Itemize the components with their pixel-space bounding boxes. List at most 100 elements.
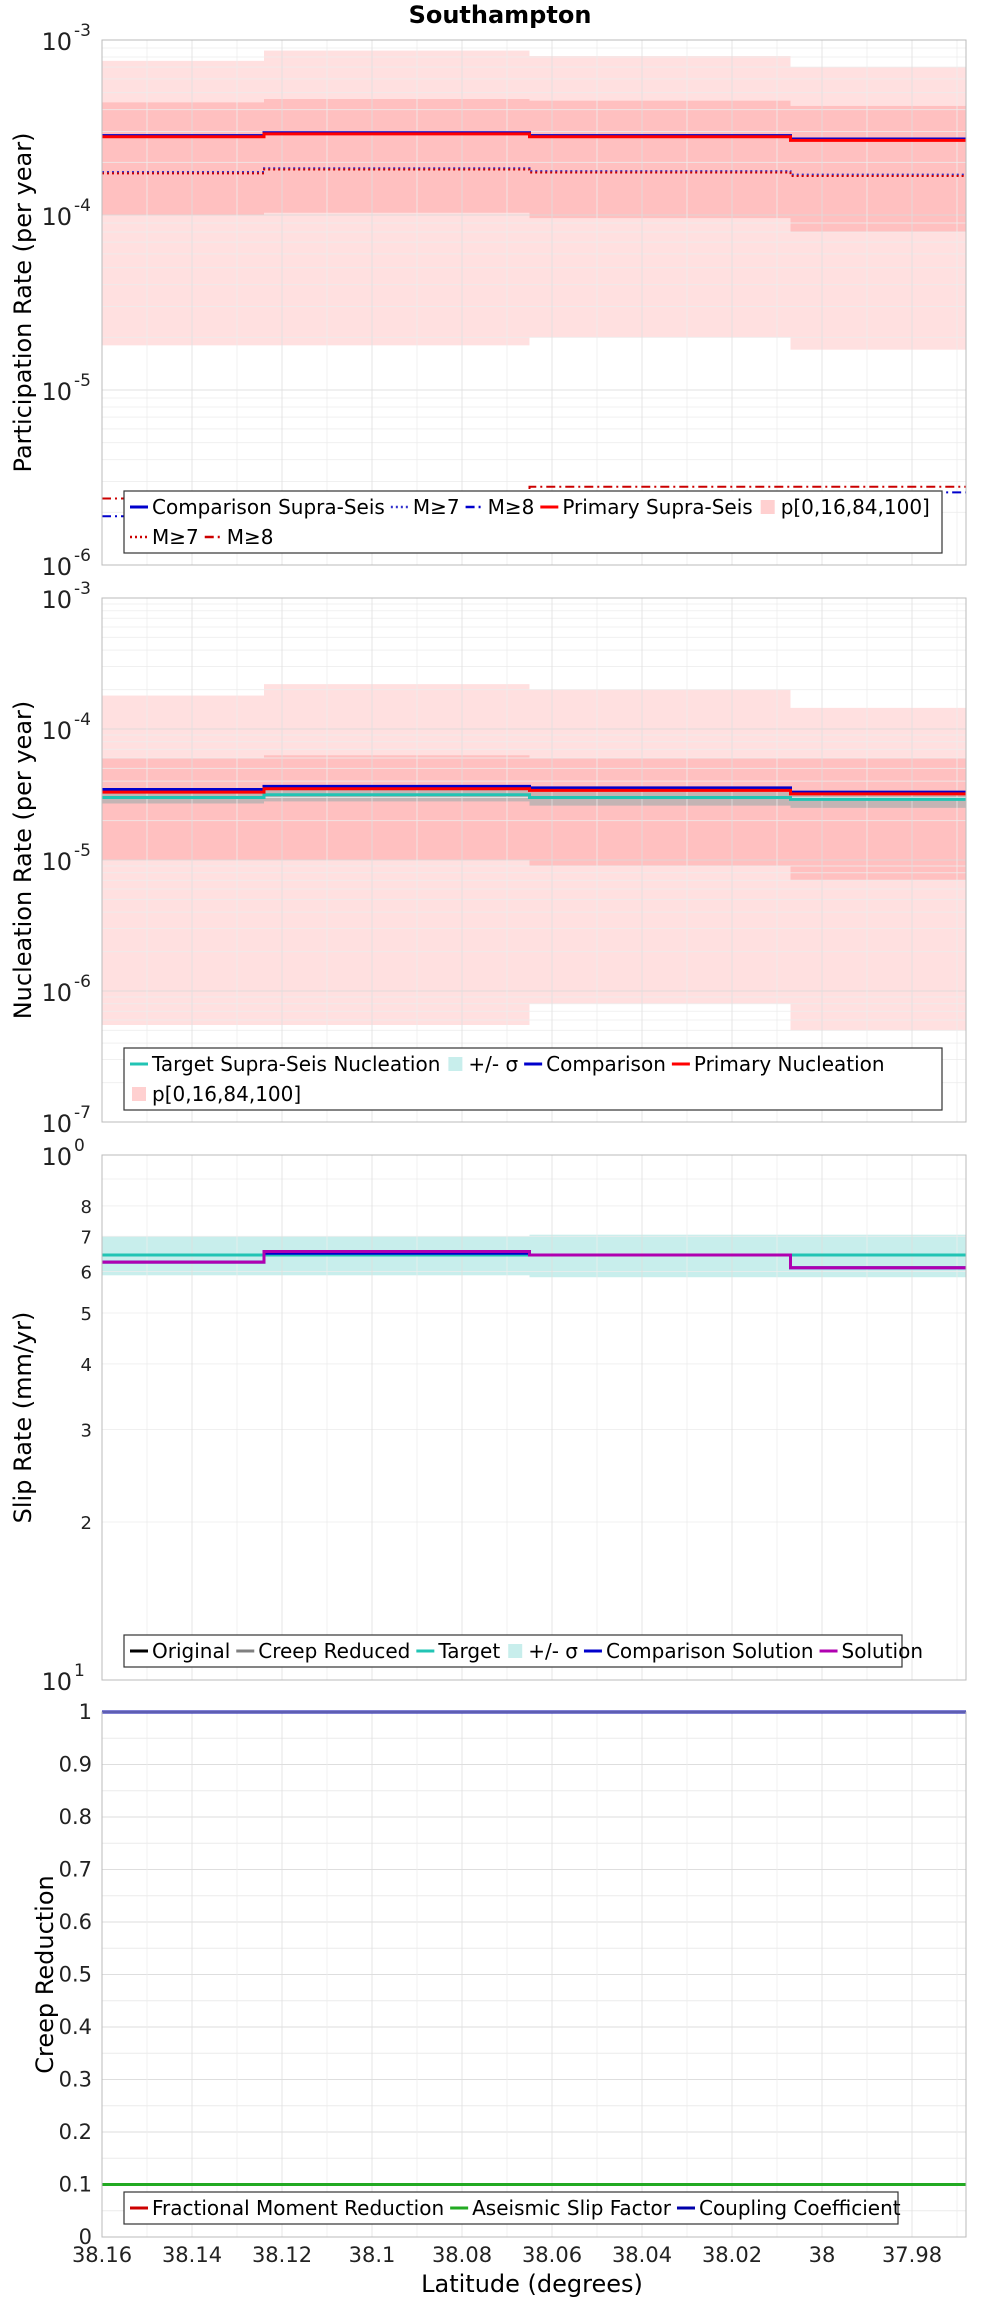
y-axis-label-creep: Creep Reduction [31, 1875, 59, 2073]
legend-participation: Comparison Supra-Seis M≥7 M≥8 Primary Supra… [123, 490, 943, 554]
series-nucleation-0 [102, 793, 966, 801]
band-participation-1-0 [102, 102, 264, 215]
y-tick-label: 0 [79, 2225, 92, 2249]
y-tick-exponent: -4 [74, 710, 91, 730]
legend-box [123, 1047, 943, 1111]
y-tick-label: 0.3 [59, 2068, 92, 2092]
y-tick-label: 10 [41, 378, 72, 406]
y-tick-label: 0.5 [59, 1963, 92, 1987]
y-tick-exponent: -7 [74, 1103, 91, 1123]
y-tick-label: 8 [81, 1197, 92, 1218]
y-tick-label: 6 [81, 1262, 92, 1283]
x-axis-label: Latitude (degrees) [421, 2270, 643, 2298]
legend-swatch [132, 1087, 146, 1101]
x-tick-label: 38.16 [72, 2243, 132, 2267]
y-axis-label-slip: Slip Rate (mm/yr) [9, 1312, 37, 1524]
legend-swatch [760, 500, 775, 514]
series-slip-5 [102, 1249, 966, 1270]
x-tick-label: 37.98 [882, 2243, 942, 2267]
x-tick-label: 38.04 [612, 2243, 672, 2267]
y-tick-label: 4 [81, 1355, 92, 1376]
band-participation-1-2 [529, 100, 791, 219]
x-tick-label: 38.1 [349, 2243, 396, 2267]
y-tick-label: 7 [81, 1227, 92, 1248]
legend-label: Fractional Moment Reduction [152, 2196, 444, 2220]
legend-label: M≥7 [152, 525, 199, 549]
legend-label: Creep Reduced [258, 1639, 410, 1663]
x-tick-label: 38.02 [702, 2243, 762, 2267]
y-tick-exponent: -5 [74, 371, 91, 391]
y-tick-label: 10 [41, 1668, 72, 1696]
y-tick-exponent: -6 [74, 972, 91, 992]
y-tick-label: 0.6 [59, 1910, 92, 1934]
y-tick-exponent: -4 [74, 196, 91, 216]
chart-title: Southampton [408, 1, 592, 29]
band-nucleation-1-1 [264, 755, 530, 860]
panel-creep: 1 0.9 0.8 0.7 0.6 0.5 0.4 0.3 0.2 0.1 0 Creep Reduc… [31, 1700, 967, 2249]
band-nucleation-1-2 [529, 758, 791, 866]
x-tick-label: 38.14 [162, 2243, 222, 2267]
y-tick-label: 10 [41, 203, 72, 231]
band-nucleation-1-3 [790, 758, 966, 881]
legend-slip: Original Creep Reduced Target +/- σ Comparis… [123, 1634, 923, 1668]
y-tick-label: 0.8 [59, 1805, 92, 1829]
y-tick-label: 10 [41, 979, 72, 1007]
y-tick-label: 5 [81, 1304, 92, 1325]
band-participation-1-1 [264, 99, 530, 213]
y-tick-label: 10 [41, 553, 72, 581]
y-tick-exponent: -5 [74, 841, 91, 861]
series-participation-5 [102, 168, 966, 178]
legend-label: M≥7 [413, 495, 460, 519]
legend-label: p[0,16,84,100] [152, 1082, 301, 1106]
legend-creep: Fractional Moment Reduction Aseismic Slip… [123, 2191, 901, 2225]
legend-swatch [448, 1057, 463, 1071]
y-tick-label: 0.2 [59, 2120, 92, 2144]
x-tick-label: 38.06 [522, 2243, 582, 2267]
legend-label: p[0,16,84,100] [781, 495, 930, 519]
legend-box [123, 2191, 899, 2225]
y-tick-label: 10 [41, 586, 72, 614]
legend-box [123, 490, 943, 554]
y-tick-label: 0.9 [59, 1753, 92, 1777]
series-participation-3 [102, 132, 966, 142]
plot-frame-slip [101, 1154, 967, 1681]
legend-label: Coupling Coefficient [699, 2196, 901, 2220]
series-nucleation-3 [102, 787, 966, 796]
legend-label: Primary Nucleation [694, 1052, 885, 1076]
legend-label: Aseismic Slip Factor [472, 2196, 672, 2220]
legend-label: Original [152, 1639, 230, 1663]
legend-label: Primary Supra-Seis [562, 495, 752, 519]
x-tick-label: 38.12 [252, 2243, 312, 2267]
y-tick-exponent: -3 [74, 21, 91, 41]
y-tick-exponent: 0 [74, 1136, 85, 1156]
y-axis-label-participation: Participation Rate (per year) [9, 133, 37, 473]
legend-label: Comparison Supra-Seis [152, 495, 385, 519]
y-tick-label: 3 [81, 1421, 92, 1442]
legend-swatch [508, 1644, 523, 1658]
plot-frame-participation [101, 39, 967, 566]
legend-label: +/- σ [528, 1639, 578, 1663]
x-tick-label: 38 [809, 2243, 836, 2267]
plot-frame-nucleation [101, 597, 967, 1123]
legend-label: Target [437, 1639, 500, 1663]
plot-area-slip [102, 1155, 966, 1680]
legend-label: M≥8 [227, 525, 274, 549]
y-tick-exponent: 1 [74, 1661, 85, 1681]
y-tick-label: 10 [41, 717, 72, 745]
y-tick-exponent: -3 [74, 579, 91, 599]
y-tick-label: 1 [79, 1700, 92, 1724]
y-tick-label: 2 [81, 1513, 92, 1534]
y-tick-label: 10 [41, 1110, 72, 1138]
legend-nucleation: Target Supra-Seis Nucleation +/- σ Compari… [123, 1047, 943, 1111]
legend-label: Solution [842, 1639, 923, 1663]
legend-label: +/- σ [468, 1052, 518, 1076]
band-participation-1-3 [790, 105, 966, 232]
y-tick-exponent: -6 [74, 546, 91, 566]
plot-frame-creep [101, 1711, 967, 2238]
y-tick-label: 0.7 [59, 1858, 92, 1882]
y-tick-label: 10 [41, 848, 72, 876]
